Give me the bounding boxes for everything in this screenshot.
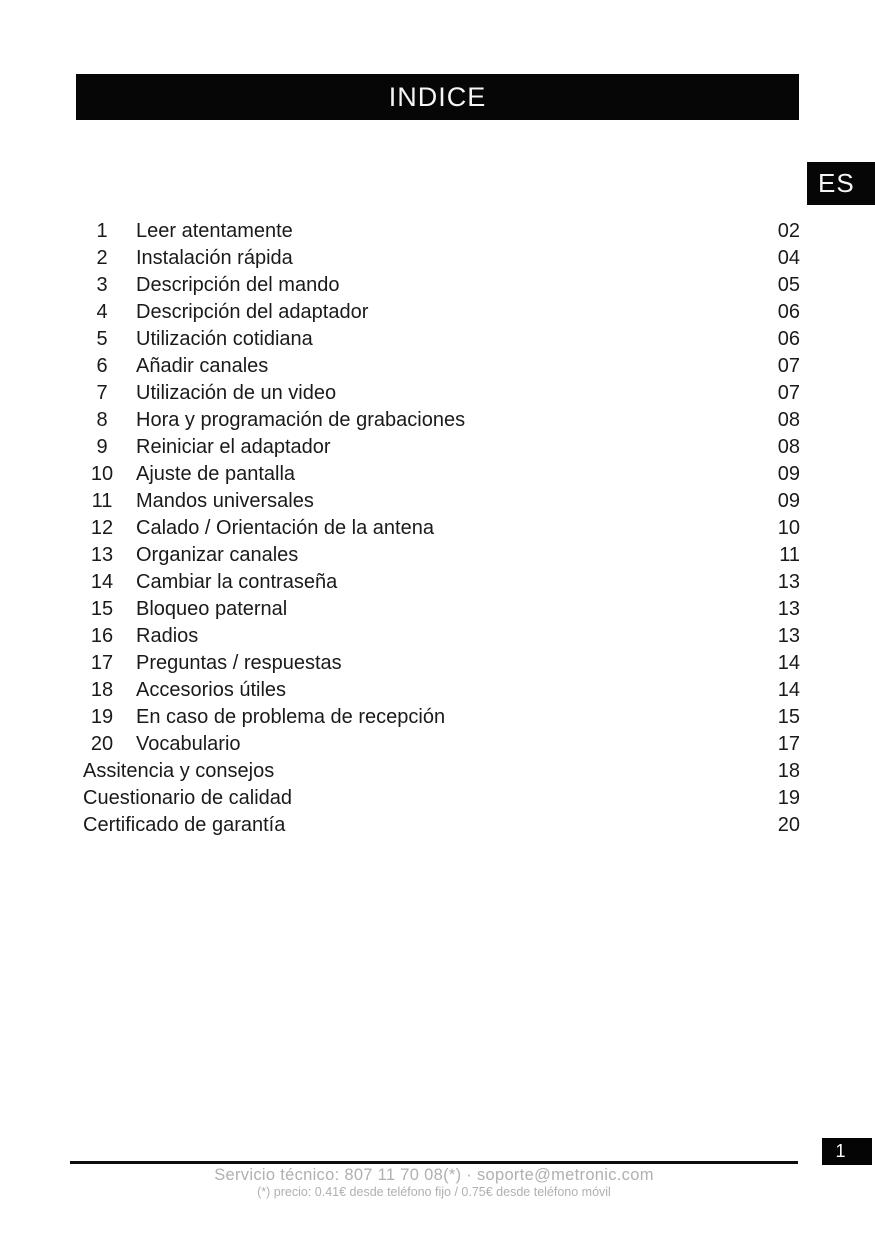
toc-entry-page: 05 xyxy=(777,274,800,296)
toc-row: 17 Preguntas / respuestas 14 xyxy=(83,650,800,677)
toc-entry-number: 19 xyxy=(90,706,114,728)
toc-entry-page: 15 xyxy=(777,706,800,728)
toc-row: 19 En caso de problema de recepción 15 xyxy=(83,704,800,731)
toc-entry-title: Ajuste de pantalla xyxy=(136,463,296,485)
toc-entry-page: 14 xyxy=(777,652,800,674)
toc-entry-title: Organizar canales xyxy=(136,544,299,566)
toc-entry-number: 8 xyxy=(96,409,108,431)
toc-entry-number: 2 xyxy=(96,247,108,269)
toc-row: 10 Ajuste de pantalla 09 xyxy=(83,461,800,488)
toc-entry-title: Vocabulario xyxy=(136,733,241,755)
toc-entry-title: Calado / Orientación de la antena xyxy=(136,517,434,539)
toc-entry-title: Añadir canales xyxy=(136,355,269,377)
page-title: INDICE xyxy=(76,74,799,120)
language-badge: ES xyxy=(807,162,875,205)
page-number-badge: 1 xyxy=(822,1138,872,1165)
footer-divider xyxy=(70,1161,798,1164)
footer: Servicio técnico: 807 11 70 08(*) · sopo… xyxy=(70,1166,798,1200)
toc-entry-page: 13 xyxy=(777,598,800,620)
footer-service-line: Servicio técnico: 807 11 70 08(*) · sopo… xyxy=(214,1166,654,1184)
toc-entry-page: 06 xyxy=(777,328,800,350)
toc-row: 5 Utilización cotidiana 06 xyxy=(83,326,800,353)
toc-entry-page: 17 xyxy=(777,733,800,755)
toc-entry-page: 04 xyxy=(777,247,800,269)
toc-entry-number: 12 xyxy=(90,517,114,539)
toc-entry-page: 07 xyxy=(777,355,800,377)
toc-entry-number: 17 xyxy=(90,652,114,674)
toc-entry-number: 20 xyxy=(90,733,114,755)
toc-row: 2 Instalación rápida 04 xyxy=(83,245,800,272)
toc-entry-page: 20 xyxy=(777,814,800,836)
toc-entry-title: Descripción del adaptador xyxy=(136,301,369,323)
toc-row: 20 Vocabulario 17 xyxy=(83,731,800,758)
toc-entry-number: 18 xyxy=(90,679,114,701)
footer-price-line: (*) precio: 0.41€ desde teléfono fijo / … xyxy=(257,1185,611,1199)
toc-entry-number: 15 xyxy=(90,598,114,620)
table-of-contents: 1 Leer atentamente 02 2 Instalación rápi… xyxy=(83,191,800,839)
toc-row: 8 Hora y programación de grabaciones 08 xyxy=(83,407,800,434)
toc-row: 18 Accesorios útiles 14 xyxy=(83,677,800,704)
toc-entry-page: 18 xyxy=(777,760,800,782)
toc-entry-title: Mandos universales xyxy=(136,490,314,512)
toc-entry-page: 14 xyxy=(777,679,800,701)
toc-entry-title: Cuestionario de calidad xyxy=(83,787,293,809)
toc-entry-title: Bloqueo paternal xyxy=(136,598,288,620)
toc-row: 11 Mandos universales 09 xyxy=(83,488,800,515)
toc-row: 12 Calado / Orientación de la antena 10 xyxy=(83,515,800,542)
toc-entry-page: 13 xyxy=(777,625,800,647)
toc-row xyxy=(83,191,800,218)
toc-entry-page: 02 xyxy=(777,220,800,242)
toc-entry-number: 4 xyxy=(96,301,108,323)
toc-row: 16 Radios 13 xyxy=(83,623,800,650)
toc-entry-number: 6 xyxy=(96,355,108,377)
toc-entry-title: Leer atentamente xyxy=(136,220,293,242)
toc-row: 1 Leer atentamente 02 xyxy=(83,218,800,245)
toc-entry-number: 13 xyxy=(90,544,114,566)
toc-entry-title: Utilización cotidiana xyxy=(136,328,313,350)
toc-row: 14 Cambiar la contraseña 13 xyxy=(83,569,800,596)
toc-row: 3 Descripción del mando 05 xyxy=(83,272,800,299)
toc-entry-number: 14 xyxy=(90,571,114,593)
toc-entry-number: 10 xyxy=(90,463,114,485)
toc-entry-title: Preguntas / respuestas xyxy=(136,652,342,674)
toc-entry-page: 09 xyxy=(777,490,800,512)
toc-entry-title: En caso de problema de recepción xyxy=(136,706,446,728)
toc-entry-page: 19 xyxy=(777,787,800,809)
toc-entry-title: Accesorios útiles xyxy=(136,679,287,701)
toc-entry-number: 16 xyxy=(90,625,114,647)
toc-entry-number: 9 xyxy=(96,436,108,458)
toc-entry-page: 08 xyxy=(777,436,800,458)
toc-entry-number: 1 xyxy=(96,220,108,242)
toc-row: 6 Añadir canales 07 xyxy=(83,353,800,380)
toc-row: Certificado de garantía 20 xyxy=(83,812,800,839)
toc-entry-title: Utilización de un video xyxy=(136,382,337,404)
toc-entry-title: Cambiar la contraseña xyxy=(136,571,338,593)
toc-entry-title: Radios xyxy=(136,625,199,647)
toc-entry-page: 06 xyxy=(777,301,800,323)
toc-entry-number: 11 xyxy=(91,490,113,512)
toc-entry-title: Assitencia y consejos xyxy=(83,760,275,782)
toc-entry-page: 08 xyxy=(777,409,800,431)
toc-entry-title: Descripción del mando xyxy=(136,274,340,296)
toc-entry-number: 3 xyxy=(96,274,108,296)
toc-entry-page: 11 xyxy=(779,544,800,566)
toc-entry-title: Instalación rápida xyxy=(136,247,293,269)
toc-entry-page: 09 xyxy=(777,463,800,485)
toc-row: Cuestionario de calidad 19 xyxy=(83,785,800,812)
toc-entry-number: 7 xyxy=(96,382,108,404)
toc-row: Assitencia y consejos 18 xyxy=(83,758,800,785)
toc-row: 9 Reiniciar el adaptador 08 xyxy=(83,434,800,461)
toc-entry-number: 5 xyxy=(96,328,108,350)
toc-entry-page: 13 xyxy=(777,571,800,593)
toc-row: 13 Organizar canales 11 xyxy=(83,542,800,569)
toc-entry-title: Reiniciar el adaptador xyxy=(136,436,331,458)
toc-entry-page: 10 xyxy=(777,517,800,539)
toc-entry-title: Hora y programación de grabaciones xyxy=(136,409,466,431)
toc-entry-page: 07 xyxy=(777,382,800,404)
toc-entry-title: Certificado de garantía xyxy=(83,814,286,836)
toc-row: 7 Utilización de un video 07 xyxy=(83,380,800,407)
toc-row: 4 Descripción del adaptador 06 xyxy=(83,299,800,326)
toc-row: 15 Bloqueo paternal 13 xyxy=(83,596,800,623)
